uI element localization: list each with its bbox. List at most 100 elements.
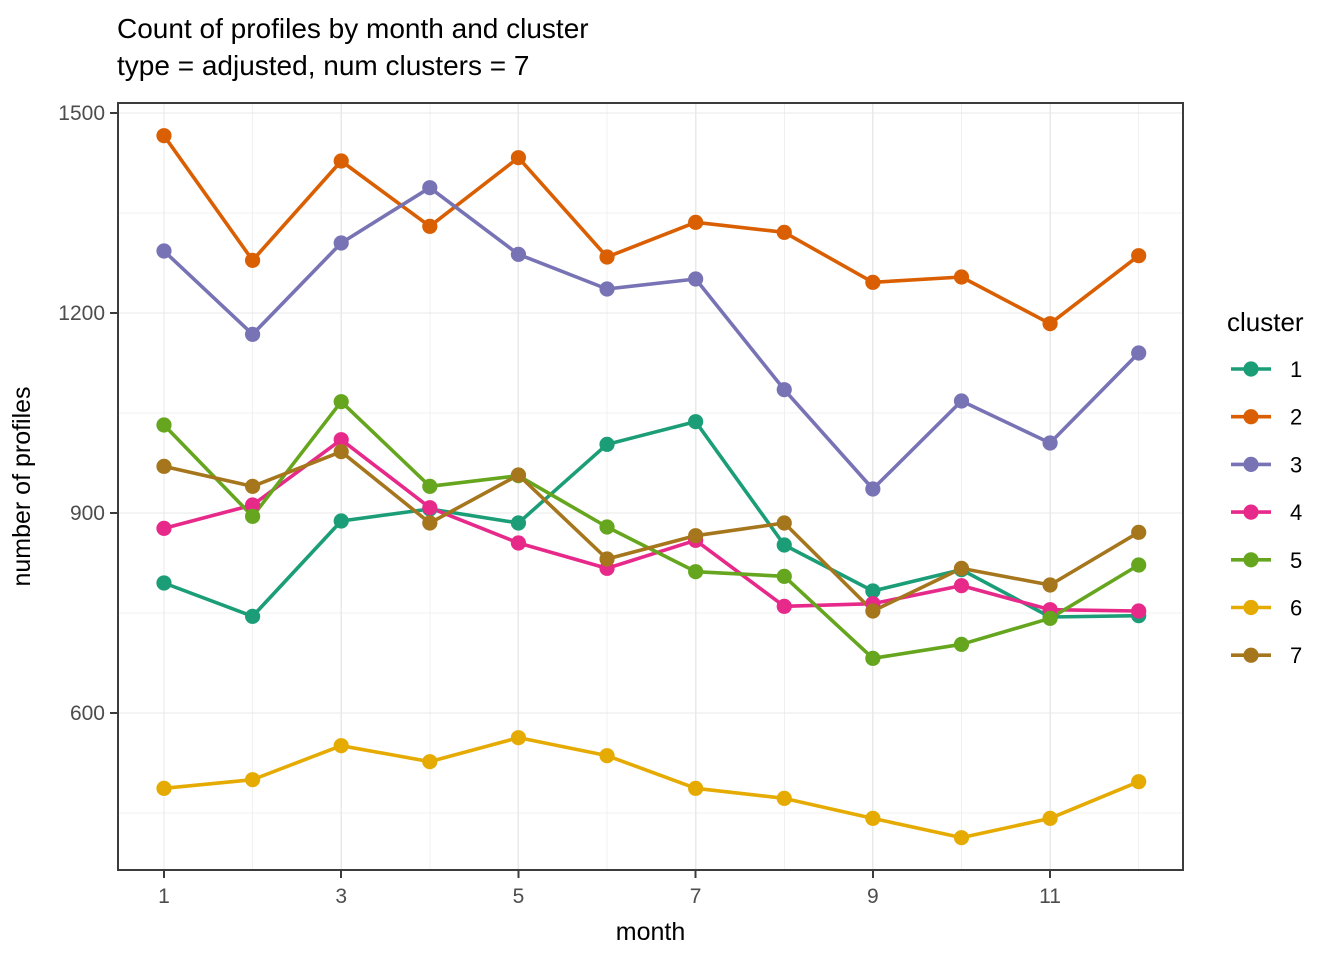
data-point-cluster-4: [1131, 603, 1147, 619]
legend-key-point-cluster-6: [1243, 599, 1259, 616]
panel-border: [117, 102, 1184, 871]
legend-label-cluster-5: 5: [1290, 548, 1302, 573]
data-point-cluster-6: [333, 738, 349, 754]
data-point-cluster-3: [244, 326, 261, 342]
data-point-cluster-5: [1131, 557, 1147, 573]
data-point-cluster-2: [510, 150, 527, 166]
data-point-cluster-2: [244, 252, 261, 268]
data-point-cluster-5: [953, 636, 970, 652]
x-axis-title: month: [616, 918, 685, 946]
data-point-cluster-7: [688, 528, 704, 544]
data-point-cluster-5: [422, 478, 438, 494]
data-point-cluster-1: [599, 436, 615, 452]
data-point-cluster-3: [510, 246, 527, 262]
legend-key-point-cluster-1: [1243, 361, 1259, 377]
chart-title: Count of profiles by month and cluster: [117, 13, 589, 44]
data-point-cluster-3: [422, 180, 438, 196]
legend-key-point-cluster-5: [1243, 552, 1259, 568]
data-point-cluster-4: [776, 598, 792, 614]
data-point-cluster-1: [244, 608, 261, 624]
data-point-cluster-4: [510, 535, 527, 551]
data-point-cluster-5: [1042, 610, 1058, 626]
data-point-cluster-1: [865, 583, 881, 599]
data-point-cluster-7: [865, 603, 881, 619]
data-point-cluster-7: [953, 560, 970, 576]
data-point-cluster-2: [422, 218, 438, 234]
series-line-cluster-7: [163, 449, 1140, 613]
data-point-cluster-7: [244, 478, 261, 494]
data-point-cluster-2: [1042, 316, 1058, 332]
data-point-cluster-1: [333, 513, 349, 529]
chart-subtitle: type = adjusted, num clusters = 7: [117, 50, 530, 81]
x-tick-label: 9: [867, 885, 879, 908]
data-point-cluster-2: [599, 249, 615, 265]
legend-label-cluster-6: 6: [1290, 596, 1302, 621]
series-line-cluster-2: [162, 134, 1140, 326]
data-point-cluster-1: [776, 537, 792, 553]
data-point-cluster-6: [776, 790, 792, 806]
legend-label-cluster-7: 7: [1290, 643, 1302, 668]
data-point-cluster-4: [422, 500, 438, 516]
data-point-cluster-3: [865, 481, 881, 497]
y-tick-label: 1500: [58, 102, 105, 125]
data-point-cluster-7: [776, 515, 792, 531]
legend-label-cluster-1: 1: [1290, 357, 1302, 382]
x-tick-label: 11: [1039, 885, 1061, 908]
series-line-cluster-1: [163, 419, 1139, 619]
data-point-cluster-2: [333, 153, 349, 169]
data-point-cluster-7: [599, 551, 615, 567]
data-point-cluster-7: [510, 467, 527, 483]
legend-key-point-cluster-7: [1243, 647, 1259, 663]
data-point-cluster-3: [599, 281, 615, 297]
data-point-cluster-3: [688, 271, 704, 287]
data-point-cluster-2: [1131, 248, 1147, 264]
data-point-cluster-7: [422, 515, 438, 531]
data-point-cluster-6: [156, 780, 172, 796]
data-point-cluster-6: [865, 810, 881, 826]
data-point-cluster-1: [688, 414, 704, 430]
data-point-cluster-3: [1131, 345, 1147, 361]
data-point-cluster-2: [688, 214, 704, 230]
title-block: Count of profiles by month and cluster t…: [117, 10, 589, 84]
data-point-cluster-6: [688, 780, 704, 796]
data-point-cluster-5: [776, 568, 792, 584]
data-point-cluster-2: [156, 128, 172, 144]
y-tick-label: 1200: [58, 302, 105, 325]
data-point-cluster-4: [953, 578, 970, 594]
data-point-cluster-1: [156, 575, 172, 591]
data-point-cluster-3: [156, 243, 172, 259]
data-point-cluster-5: [333, 394, 349, 410]
data-point-cluster-7: [1131, 524, 1147, 540]
x-tick-label: 5: [513, 885, 525, 908]
series-line-cluster-3: [162, 185, 1140, 491]
y-tick-label: 600: [70, 702, 105, 725]
panel-background: [118, 103, 1183, 870]
data-point-cluster-4: [244, 497, 261, 513]
data-point-cluster-4: [333, 432, 349, 448]
series-line-cluster-4: [163, 437, 1139, 613]
data-point-cluster-5: [244, 508, 261, 524]
y-tick-label: 900: [70, 502, 105, 525]
data-point-cluster-5: [865, 650, 881, 666]
data-point-cluster-6: [510, 730, 527, 746]
data-point-cluster-2: [776, 224, 792, 240]
legend-label-cluster-2: 2: [1290, 405, 1302, 430]
legend-title: cluster: [1227, 307, 1304, 337]
data-point-cluster-6: [1131, 774, 1147, 790]
data-point-cluster-5: [688, 564, 704, 580]
y-axis-title: number of profiles: [8, 386, 36, 586]
legend-key-point-cluster-3: [1243, 456, 1259, 472]
data-point-cluster-3: [1042, 435, 1058, 451]
data-point-cluster-7: [156, 458, 172, 474]
series-line-cluster-6: [163, 735, 1140, 840]
data-point-cluster-2: [953, 269, 970, 285]
data-point-cluster-6: [1042, 810, 1058, 826]
data-point-cluster-3: [333, 235, 349, 251]
legend-label-cluster-3: 3: [1290, 452, 1302, 477]
legend-key-point-cluster-4: [1243, 504, 1259, 520]
data-point-cluster-7: [1042, 577, 1058, 593]
data-point-cluster-6: [422, 754, 438, 770]
data-point-cluster-2: [865, 274, 881, 290]
